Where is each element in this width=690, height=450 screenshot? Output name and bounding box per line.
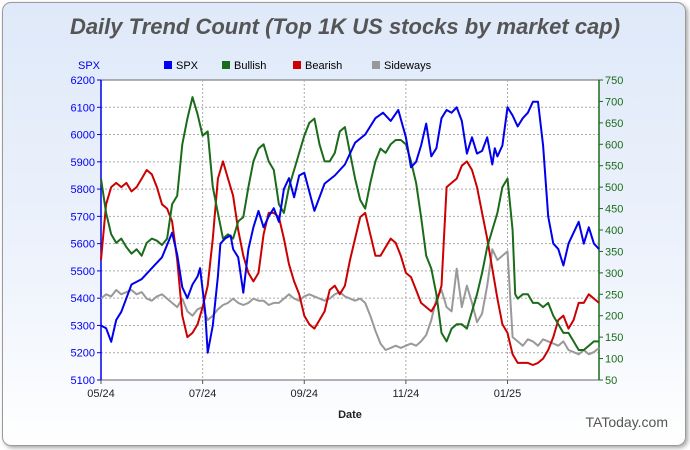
right-tick-label: 700 xyxy=(605,96,623,108)
left-tick-label: 6000 xyxy=(71,130,95,142)
right-tick-label: 50 xyxy=(605,375,617,387)
x-tick-label: 07/24 xyxy=(189,388,217,400)
legend-label-spx: SPX xyxy=(176,60,199,72)
x-tick-label: 09/24 xyxy=(290,388,318,400)
left-tick-label: 6100 xyxy=(71,102,95,114)
right-tick-label: 400 xyxy=(605,225,623,237)
left-tick-label: 5300 xyxy=(71,320,95,332)
right-tick-label: 650 xyxy=(605,118,623,130)
right-tick-label: 200 xyxy=(605,311,623,323)
x-tick-label: 05/24 xyxy=(87,388,115,400)
left-tick-label: 6200 xyxy=(71,75,95,87)
left-tick-label: 5600 xyxy=(71,239,95,251)
right-tick-label: 150 xyxy=(605,332,623,344)
right-tick-label: 350 xyxy=(605,246,623,258)
right-tick-label: 100 xyxy=(605,354,623,366)
left-tick-label: 5800 xyxy=(71,184,95,196)
legend: SPX Bullish Bearish Sideways xyxy=(164,60,432,72)
x-tick-label: 01/25 xyxy=(494,388,522,400)
series-line-spx xyxy=(100,100,600,354)
series-line-bearish xyxy=(100,160,600,366)
right-tick-label: 250 xyxy=(605,289,623,301)
right-tick-label: 550 xyxy=(605,161,623,173)
series-line-bullish xyxy=(100,96,599,351)
right-tick-label: 450 xyxy=(605,204,623,216)
right-tick-label: 500 xyxy=(605,182,623,194)
left-tick-label: 5400 xyxy=(71,293,95,305)
left-axis-label: SPX xyxy=(78,60,101,72)
left-axis: 5100 5200 5300 5400 5500 5600 5700 5800 5900 6000… xyxy=(71,75,102,387)
x-tick-label: 11/24 xyxy=(393,388,420,400)
legend-swatch-bearish xyxy=(293,61,301,69)
legend-label-sideways: Sideways xyxy=(384,60,432,72)
watermark: TAToday.com xyxy=(585,414,668,430)
grid-lines xyxy=(101,80,599,380)
plot-area xyxy=(100,79,600,381)
series-line-sideways xyxy=(100,248,600,356)
legend-swatch-spx xyxy=(164,61,172,69)
x-axis: 05/24 07/24 09/24 11/24 01/25 xyxy=(87,380,521,400)
left-tick-label: 5700 xyxy=(71,211,95,223)
legend-label-bearish: Bearish xyxy=(305,60,342,72)
right-tick-label: 750 xyxy=(605,75,623,87)
left-tick-label: 5500 xyxy=(71,266,95,278)
right-tick-label: 600 xyxy=(605,139,623,151)
right-axis: 50 100 150 200 250 300 350 400 450 500 550 600 650 70… xyxy=(598,75,623,387)
left-tick-label: 5100 xyxy=(71,375,95,387)
right-tick-label: 300 xyxy=(605,268,623,280)
legend-label-bullish: Bullish xyxy=(234,60,266,72)
series-lines xyxy=(100,96,600,366)
chart-title: Daily Trend Count (Top 1K US stocks by m… xyxy=(69,14,621,39)
left-tick-label: 5900 xyxy=(71,157,95,169)
left-tick-label: 5200 xyxy=(71,348,95,360)
legend-swatch-sideways xyxy=(372,61,380,69)
x-axis-label: Date xyxy=(338,409,362,421)
legend-swatch-bullish xyxy=(222,61,230,69)
